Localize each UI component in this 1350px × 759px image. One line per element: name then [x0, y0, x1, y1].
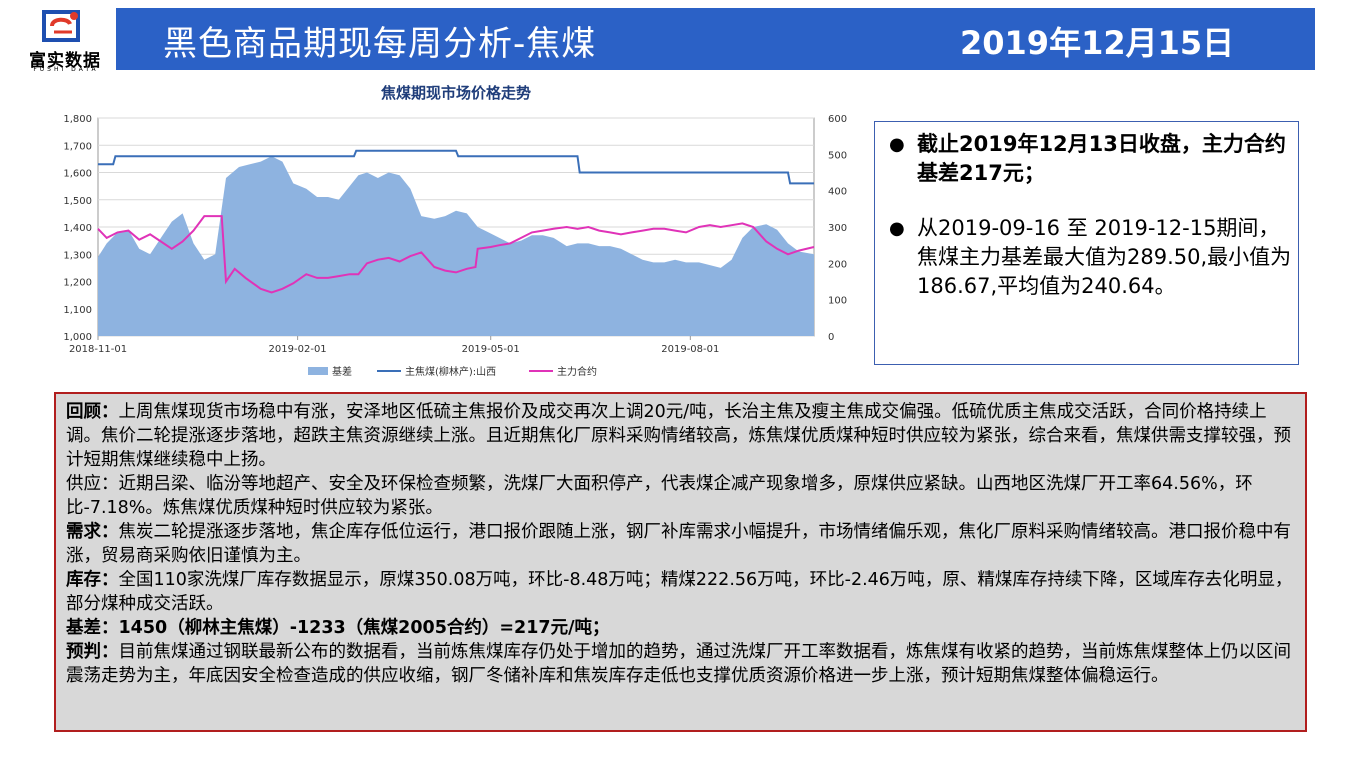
price-trend-chart: 焦煤期现市场价格走势 1,000 1,100 1,200 1,300 1,400 1,50… [63, 84, 847, 378]
analysis-panel: 回顾：上周焦煤现货市场稳中有涨，安泽地区低硫主焦报价及成交再次上调20元/吨，长… [54, 392, 1307, 732]
y-left-tick-label: 1,700 [63, 141, 92, 152]
demand-paragraph: 需求：焦炭二轮提涨逐步落地，焦企库存低位运行，港口报价跟随上涨，钢厂补库需求小幅… [66, 520, 1295, 568]
legend-swatch [308, 367, 328, 375]
y-right-tick-label: 300 [828, 223, 847, 234]
demand-text: 焦炭二轮提涨逐步落地，焦企库存低位运行，港口报价跟随上涨，钢厂补库需求小幅提升，… [66, 522, 1291, 566]
y-left-tick-label: 1,300 [63, 250, 92, 261]
legend-label: 主焦煤(柳林产):山西 [405, 365, 496, 378]
x-tick-label: 2018-11-01 [69, 344, 127, 355]
forecast-paragraph: 预判：目前焦煤通过钢联最新公布的数据看，当前炼焦煤库存仍处于增加的趋势，通过洗煤… [66, 640, 1295, 688]
legend-label: 主力合约 [557, 365, 597, 378]
inventory-label: 库存： [66, 570, 119, 590]
demand-label: 需求： [66, 522, 119, 542]
x-tick-label: 2019-02-01 [269, 344, 327, 355]
y-right-tick-label: 500 [828, 150, 847, 161]
logo-text: 富实数据 [29, 51, 101, 70]
chart-title: 焦煤期现市场价格走势 [380, 84, 531, 102]
review-label: 回顾： [66, 402, 119, 422]
x-tick-label: 2019-05-01 [462, 344, 520, 355]
y-left-tick-label: 1,100 [63, 305, 92, 316]
company-logo: 富实数据 FUSHI DATA [14, 8, 114, 73]
report-date: 2019年12月15日 [960, 24, 1235, 62]
forecast-text: 目前焦煤通过钢联最新公布的数据看，当前炼焦煤库存仍处于增加的趋势，通过洗煤厂开工… [66, 642, 1291, 686]
basis-paragraph: 基差：1450（柳林主焦煤）-1233（焦煤2005合约）=217元/吨； [66, 618, 610, 638]
x-tick-label: 2019-08-01 [661, 344, 719, 355]
supply-label: 供应： [66, 474, 119, 494]
supply-paragraph: 供应：近期吕梁、临汾等地超产、安全及环保检查频繁，洗煤厂大面积停产，代表煤企减产… [66, 472, 1295, 520]
logo-mark-icon [42, 10, 80, 42]
review-text: 上周焦煤现货市场稳中有涨，安泽地区低硫主焦报价及成交再次上调20元/吨，长治主焦… [66, 402, 1291, 470]
forecast-label: 预判： [66, 642, 119, 662]
series-spot-price-line [98, 149, 814, 185]
y-right-tick-label: 400 [828, 187, 847, 198]
y-right-tick-label: 0 [828, 332, 834, 343]
page-title: 黑色商品期现每周分析-焦煤 [163, 24, 597, 64]
y-left-tick-label: 1,500 [63, 196, 92, 207]
y-left-tick-label: 1,200 [63, 278, 92, 289]
inventory-text: 全国110家洗煤厂库存数据显示，原煤350.08万吨，环比-8.48万吨；精煤2… [66, 570, 1293, 614]
y-right-tick-label: 100 [828, 296, 847, 307]
y-left-tick-label: 1,800 [63, 114, 92, 125]
header-underline [116, 68, 1315, 70]
y-right-tick-label: 200 [828, 259, 847, 270]
y-right-tick-label: 600 [828, 114, 847, 125]
y-left-tick-label: 1,400 [63, 223, 92, 234]
bullet-icon: ● [889, 134, 905, 155]
note-text: 从2019-09-16 至 2019-12-15期间，焦煤主力基差最大值为289… [917, 216, 1292, 298]
y-left-tick-label: 1,000 [63, 332, 92, 343]
series-main-contract-line [97, 215, 815, 294]
bullet-icon: ● [889, 218, 905, 239]
review-paragraph: 回顾：上周焦煤现货市场稳中有涨，安泽地区低硫主焦报价及成交再次上调20元/吨，长… [66, 400, 1295, 472]
header-bar [116, 8, 1315, 68]
y-left-tick-label: 1,600 [63, 169, 92, 180]
supply-text: 近期吕梁、临汾等地超产、安全及环保检查频繁，洗煤厂大面积停产，代表煤企减产现象增… [66, 474, 1253, 518]
inventory-paragraph: 库存：全国110家洗煤厂库存数据显示，原煤350.08万吨，环比-8.48万吨；… [66, 568, 1295, 616]
note-text: 截止2019年12月13日收盘，主力合约基差217元； [917, 132, 1286, 185]
legend-label: 基差 [332, 365, 352, 378]
summary-notes: ● 截止2019年12月13日收盘，主力合约基差217元； ● 从2019-09… [874, 121, 1299, 365]
logo-subtext: FUSHI DATA [33, 66, 99, 73]
